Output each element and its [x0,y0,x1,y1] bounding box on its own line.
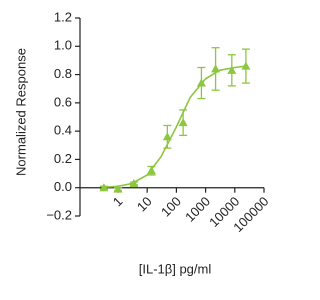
y-tick-label: 0.2 [54,151,72,166]
y-tick-label: 0.8 [54,66,72,81]
x-tick-label: 10 [134,194,155,215]
marker [99,183,109,192]
y-tick-label: 1.0 [54,38,72,53]
marker [196,78,206,87]
x-axis-label: [IL-1β] pg/ml [139,261,212,276]
y-tick-label: −0.2 [46,207,72,222]
y-tick-label: 0.0 [54,179,72,194]
marker [241,61,251,70]
marker [178,118,188,127]
marker [113,184,123,193]
marker [146,166,156,175]
y-tick-label: 1.2 [54,9,72,24]
marker [211,64,221,73]
fit-curve [102,65,247,189]
marker [162,132,172,141]
y-axis-label: Normalized Response [13,48,28,176]
marker [129,178,139,187]
y-tick-label: 0.6 [54,94,72,109]
x-tick-label: 100 [158,194,184,220]
x-tick-label: 1 [110,194,126,210]
y-tick-label: 0.4 [54,123,72,138]
chart: Normalized Response [IL-1β] pg/ml −0.2 0.… [13,9,271,276]
marker [227,65,237,74]
